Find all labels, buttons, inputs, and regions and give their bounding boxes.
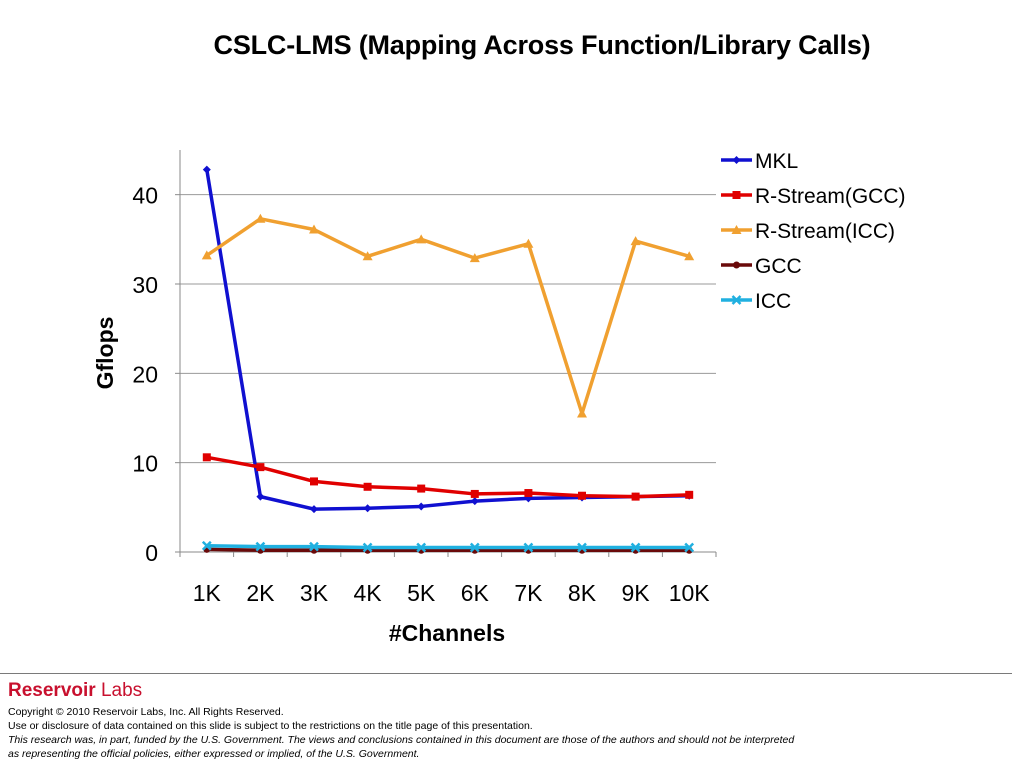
legend-label: MKL [755, 150, 798, 173]
x-tick-label: 5K [407, 580, 436, 606]
series-mkl [202, 165, 694, 514]
data-point [577, 542, 587, 553]
y-tick-label: 10 [132, 451, 158, 477]
series-line [206, 455, 690, 499]
data-point [202, 453, 211, 462]
y-tick-label: 20 [132, 361, 158, 387]
data-point [523, 542, 534, 553]
y-tick-label: 40 [132, 183, 158, 209]
legend-item: MKL [721, 150, 798, 173]
data-point [202, 165, 211, 174]
x-tick-label: 10K [669, 580, 711, 606]
axes: 0 10 20 30 40 1K 2K 3K 4K 5K 6K 7K 8K 9K 10K [132, 150, 717, 606]
x-tick-label: 8K [568, 580, 597, 606]
data-point [631, 492, 640, 501]
data-point [417, 502, 426, 511]
series-lines [201, 165, 695, 554]
x-tick-label: 4K [354, 580, 383, 606]
legend-item: GCC [721, 255, 802, 278]
grid-lines [180, 194, 716, 464]
series-icc [201, 540, 695, 553]
data-point [256, 492, 265, 501]
data-point [255, 213, 266, 223]
data-point [310, 477, 318, 486]
data-point [469, 253, 480, 263]
data-point [362, 251, 373, 261]
series-r-stream-gcc [202, 453, 694, 501]
data-point [309, 541, 319, 552]
data-point [363, 482, 372, 491]
legend-label: R-Stream(GCC) [755, 185, 906, 208]
legend: MKL R-Stream(GCC) R-Stream(ICC) GCC ICC [721, 150, 906, 313]
data-point [685, 490, 694, 499]
data-point [416, 234, 427, 244]
data-point [362, 542, 373, 553]
restriction-text: Use or disclosure of data contained on t… [8, 720, 533, 732]
series-line [205, 169, 690, 511]
legend-item: ICC [721, 290, 791, 313]
data-point [255, 541, 266, 552]
data-point [684, 251, 695, 261]
y-tick-label: 30 [132, 272, 158, 298]
series-r-stream-icc [201, 213, 695, 418]
data-point [630, 542, 641, 553]
x-tick-label: 3K [300, 580, 329, 606]
data-point [578, 491, 586, 500]
legend-swatch-marker [732, 191, 741, 199]
data-point [524, 489, 533, 498]
x-tick-label: 9K [622, 580, 651, 606]
y-axis-title: Gflops [92, 317, 118, 390]
footer-divider [0, 673, 1012, 674]
data-point [310, 505, 318, 514]
data-point [417, 484, 426, 493]
copyright-text: Copyright © 2010 Reservoir Labs, Inc. Al… [8, 706, 284, 718]
disclaimer-line-1: This research was, in part, funded by th… [8, 734, 795, 746]
series-line [206, 543, 690, 550]
legend-label: ICC [755, 290, 791, 313]
x-tick-label: 7K [514, 580, 543, 606]
data-point [416, 542, 427, 553]
data-point [363, 504, 372, 513]
legend-item: R-Stream(ICC) [721, 220, 895, 243]
data-point [470, 497, 479, 506]
y-tick-label: 0 [145, 540, 158, 566]
chart: 0 10 20 30 40 1K 2K 3K 4K 5K 6K 7K 8K 9K 10K MKL R-Stre… [92, 150, 906, 646]
data-point [630, 236, 641, 246]
brand-name-bold: Reservoir [8, 680, 96, 701]
legend-label: GCC [755, 255, 802, 278]
data-point [684, 542, 695, 553]
data-point [201, 540, 212, 551]
legend-item: R-Stream(GCC) [721, 185, 906, 208]
brand-logo: Reservoir Labs [8, 680, 142, 702]
data-point [469, 542, 480, 553]
data-point [470, 489, 479, 498]
legend-swatch-marker [731, 295, 742, 305]
x-axis-title: #Channels [389, 620, 505, 646]
x-tick-label: 6K [461, 580, 490, 606]
legend-swatch-marker [731, 225, 742, 234]
disclaimer-line-2: as representing the official policies, e… [8, 748, 420, 760]
data-point [523, 238, 534, 248]
series-line [205, 217, 690, 416]
data-point [309, 224, 319, 234]
data-point [201, 250, 212, 260]
series-line [206, 547, 690, 552]
x-tick-label: 2K [246, 580, 275, 606]
slide-title: CSLC-LMS (Mapping Across Function/Librar… [213, 30, 871, 60]
legend-swatch-marker [732, 156, 741, 164]
legend-swatch-marker [733, 261, 740, 269]
data-point [577, 408, 587, 418]
brand-name-light: Labs [95, 680, 143, 701]
data-point [256, 463, 265, 472]
x-tick-label: 1K [193, 580, 222, 606]
legend-label: R-Stream(ICC) [755, 220, 895, 243]
